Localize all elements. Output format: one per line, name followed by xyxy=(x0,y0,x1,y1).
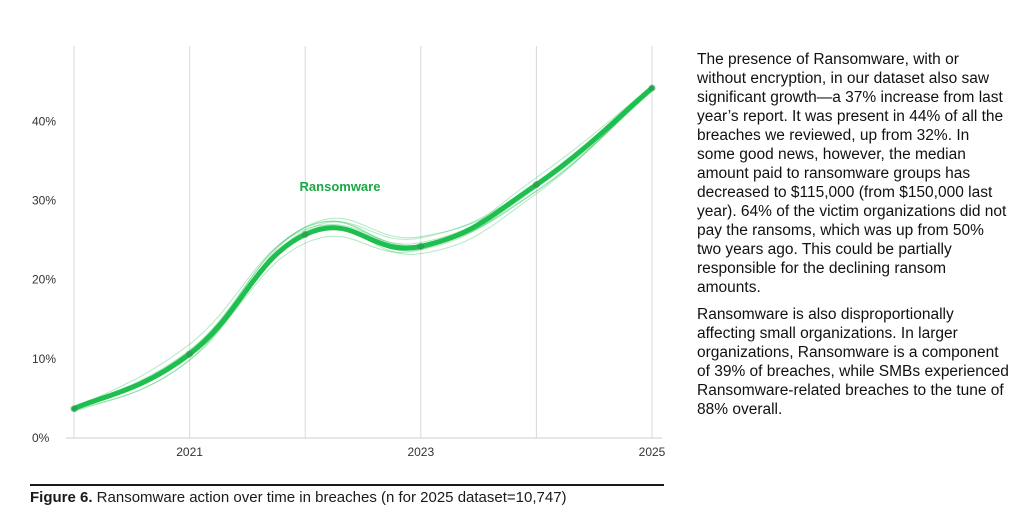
x-tick-label-2023: 2023 xyxy=(407,445,434,459)
band-line xyxy=(73,90,653,413)
data-points xyxy=(70,84,656,413)
band-line xyxy=(73,88,653,411)
y-axis: 0% 10% 20% 30% 40% xyxy=(32,114,56,445)
band-line xyxy=(73,90,653,412)
caption-text: Ransomware action over time in breaches … xyxy=(92,489,567,506)
body-paragraph-2: Ransomware is also disproportionally aff… xyxy=(697,306,1009,418)
data-point-2021 xyxy=(186,350,194,358)
y-tick-label: 40% xyxy=(32,114,56,128)
data-point-2022 xyxy=(301,231,309,239)
band-line xyxy=(73,89,653,411)
x-tick-label-2025: 2025 xyxy=(639,445,666,459)
figure-caption: Figure 6. Ransomware action over time in… xyxy=(30,484,664,508)
body-text: The presence of Ransomware, with or with… xyxy=(697,50,1009,427)
data-point-2023 xyxy=(417,242,425,250)
uncertainty-band xyxy=(73,85,653,413)
series-labels: Ransomware xyxy=(300,179,381,194)
y-tick-label: 0% xyxy=(32,431,50,445)
body-paragraph-1: The presence of Ransomware, with or with… xyxy=(697,51,1007,296)
data-point-2020 xyxy=(70,405,78,413)
series-lines xyxy=(71,85,655,412)
x-axis: 2021 2023 2025 xyxy=(176,445,665,459)
band-line xyxy=(73,88,653,411)
y-tick-label: 30% xyxy=(32,193,56,207)
y-tick-label: 20% xyxy=(32,273,56,287)
band-line xyxy=(73,86,653,410)
data-point-2025 xyxy=(648,84,656,92)
ransomware-chart: 0% 10% 20% 30% 40% 2021 2023 2025 Ransomware xyxy=(32,46,666,459)
band-line xyxy=(73,87,653,409)
grid-lines xyxy=(66,46,662,439)
x-tick-label-2021: 2021 xyxy=(176,445,203,459)
series-line-ransomware xyxy=(71,85,655,412)
data-point-2024 xyxy=(532,181,540,189)
series-label-ransomware: Ransomware xyxy=(300,179,381,194)
y-tick-label: 10% xyxy=(32,352,56,366)
band-line xyxy=(73,85,653,407)
caption-label: Figure 6. xyxy=(30,489,93,506)
